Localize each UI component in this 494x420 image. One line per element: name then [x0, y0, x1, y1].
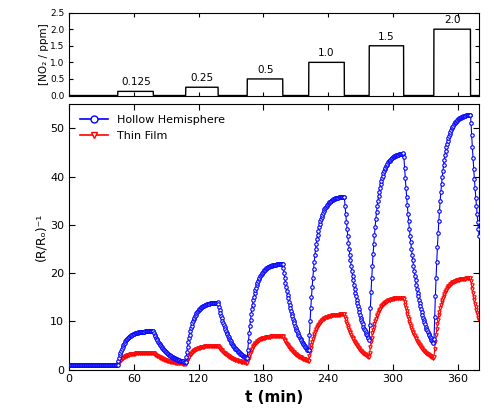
Legend: Hollow Hemisphere, Thin Film: Hollow Hemisphere, Thin Film — [75, 110, 231, 147]
Text: 0.25: 0.25 — [190, 73, 213, 83]
Text: 0.5: 0.5 — [257, 65, 274, 75]
Y-axis label: (R/Rₒ)⁻¹: (R/Rₒ)⁻¹ — [35, 213, 47, 261]
Text: 0.125: 0.125 — [121, 77, 151, 87]
Text: 1.5: 1.5 — [378, 32, 395, 42]
Text: 1.0: 1.0 — [318, 48, 334, 58]
Y-axis label: [NO₂ / ppm]: [NO₂ / ppm] — [39, 23, 48, 85]
X-axis label: t (min): t (min) — [245, 390, 303, 405]
Text: 2.0: 2.0 — [444, 15, 460, 25]
